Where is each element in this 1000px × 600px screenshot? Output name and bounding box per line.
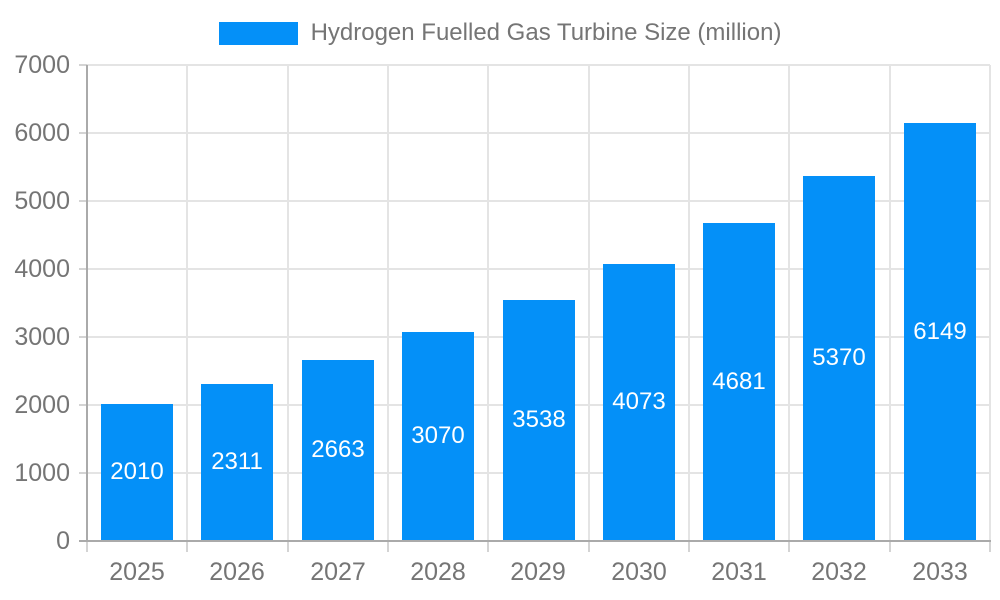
x-gridline: [186, 65, 188, 541]
x-tick-label: 2031: [711, 558, 767, 586]
bar-2032[interactable]: 5370: [803, 176, 875, 540]
y-tick-label: 5000: [14, 187, 70, 215]
x-axis-tick: [588, 541, 590, 552]
bar-value-label: 4681: [712, 367, 766, 395]
bar-2029[interactable]: 3538: [503, 300, 575, 540]
bar-2026[interactable]: 2311: [201, 384, 273, 540]
x-axis-tick: [688, 541, 690, 552]
x-axis-tick: [287, 541, 289, 552]
y-axis-tick: [79, 404, 87, 406]
legend-swatch: [218, 21, 298, 45]
x-tick-label: 2030: [611, 558, 667, 586]
x-tick-label: 2026: [209, 558, 265, 586]
y-axis-line: [86, 65, 88, 541]
x-tick-label: 2028: [410, 558, 466, 586]
x-axis-tick: [86, 541, 88, 552]
x-gridline: [989, 65, 991, 541]
bar-value-label: 3070: [411, 422, 465, 449]
bar-value-label: 3538: [512, 406, 566, 433]
y-gridline: [87, 268, 990, 270]
bar-2025[interactable]: 2010: [101, 404, 173, 540]
x-tick-label: 2029: [510, 558, 566, 586]
x-tick-label: 2033: [912, 558, 968, 586]
y-tick-label: 2000: [14, 391, 70, 419]
x-gridline: [688, 65, 690, 541]
bar-value-label: 6149: [913, 317, 967, 345]
x-gridline: [387, 65, 389, 541]
bar-value-label: 5370: [812, 344, 866, 371]
y-tick-label: 4000: [14, 255, 70, 283]
bar-2033[interactable]: 6149: [904, 123, 976, 540]
x-gridline: [487, 65, 489, 541]
x-tick-label: 2025: [109, 558, 165, 586]
y-tick-label: 6000: [14, 119, 70, 147]
y-gridline: [87, 132, 990, 134]
x-axis-tick: [487, 541, 489, 552]
y-tick-label: 0: [56, 527, 70, 555]
x-tick-label: 2032: [811, 558, 867, 586]
x-axis-tick: [186, 541, 188, 552]
x-axis-tick: [387, 541, 389, 552]
bar-value-label: 2311: [211, 448, 263, 475]
bar-value-label: 2010: [110, 458, 164, 485]
y-axis-tick: [79, 472, 87, 474]
y-axis-tick: [79, 200, 87, 202]
x-gridline: [889, 65, 891, 541]
x-tick-label: 2027: [310, 558, 366, 586]
x-gridline: [588, 65, 590, 541]
y-gridline: [87, 200, 990, 202]
y-gridline: [87, 64, 990, 66]
bar-2028[interactable]: 3070: [402, 332, 474, 540]
x-axis-tick: [889, 541, 891, 552]
y-axis-tick: [79, 336, 87, 338]
bar-value-label: 4073: [612, 388, 666, 415]
y-axis-tick: [79, 268, 87, 270]
y-tick-label: 3000: [14, 323, 70, 351]
bar-2031[interactable]: 4681: [703, 223, 775, 540]
x-axis-line: [79, 540, 991, 542]
legend[interactable]: Hydrogen Fuelled Gas Turbine Size (milli…: [0, 19, 1000, 47]
y-axis-tick: [79, 132, 87, 134]
y-tick-label: 7000: [14, 51, 70, 79]
x-gridline: [788, 65, 790, 541]
bar-2030[interactable]: 4073: [603, 264, 675, 540]
legend-label: Hydrogen Fuelled Gas Turbine Size (milli…: [310, 19, 782, 46]
x-axis-tick: [989, 541, 991, 552]
bar-2027[interactable]: 2663: [302, 360, 374, 540]
x-axis-tick: [788, 541, 790, 552]
bar-value-label: 2663: [311, 436, 365, 463]
y-axis-tick: [79, 64, 87, 66]
y-tick-label: 1000: [14, 459, 70, 487]
x-gridline: [287, 65, 289, 541]
